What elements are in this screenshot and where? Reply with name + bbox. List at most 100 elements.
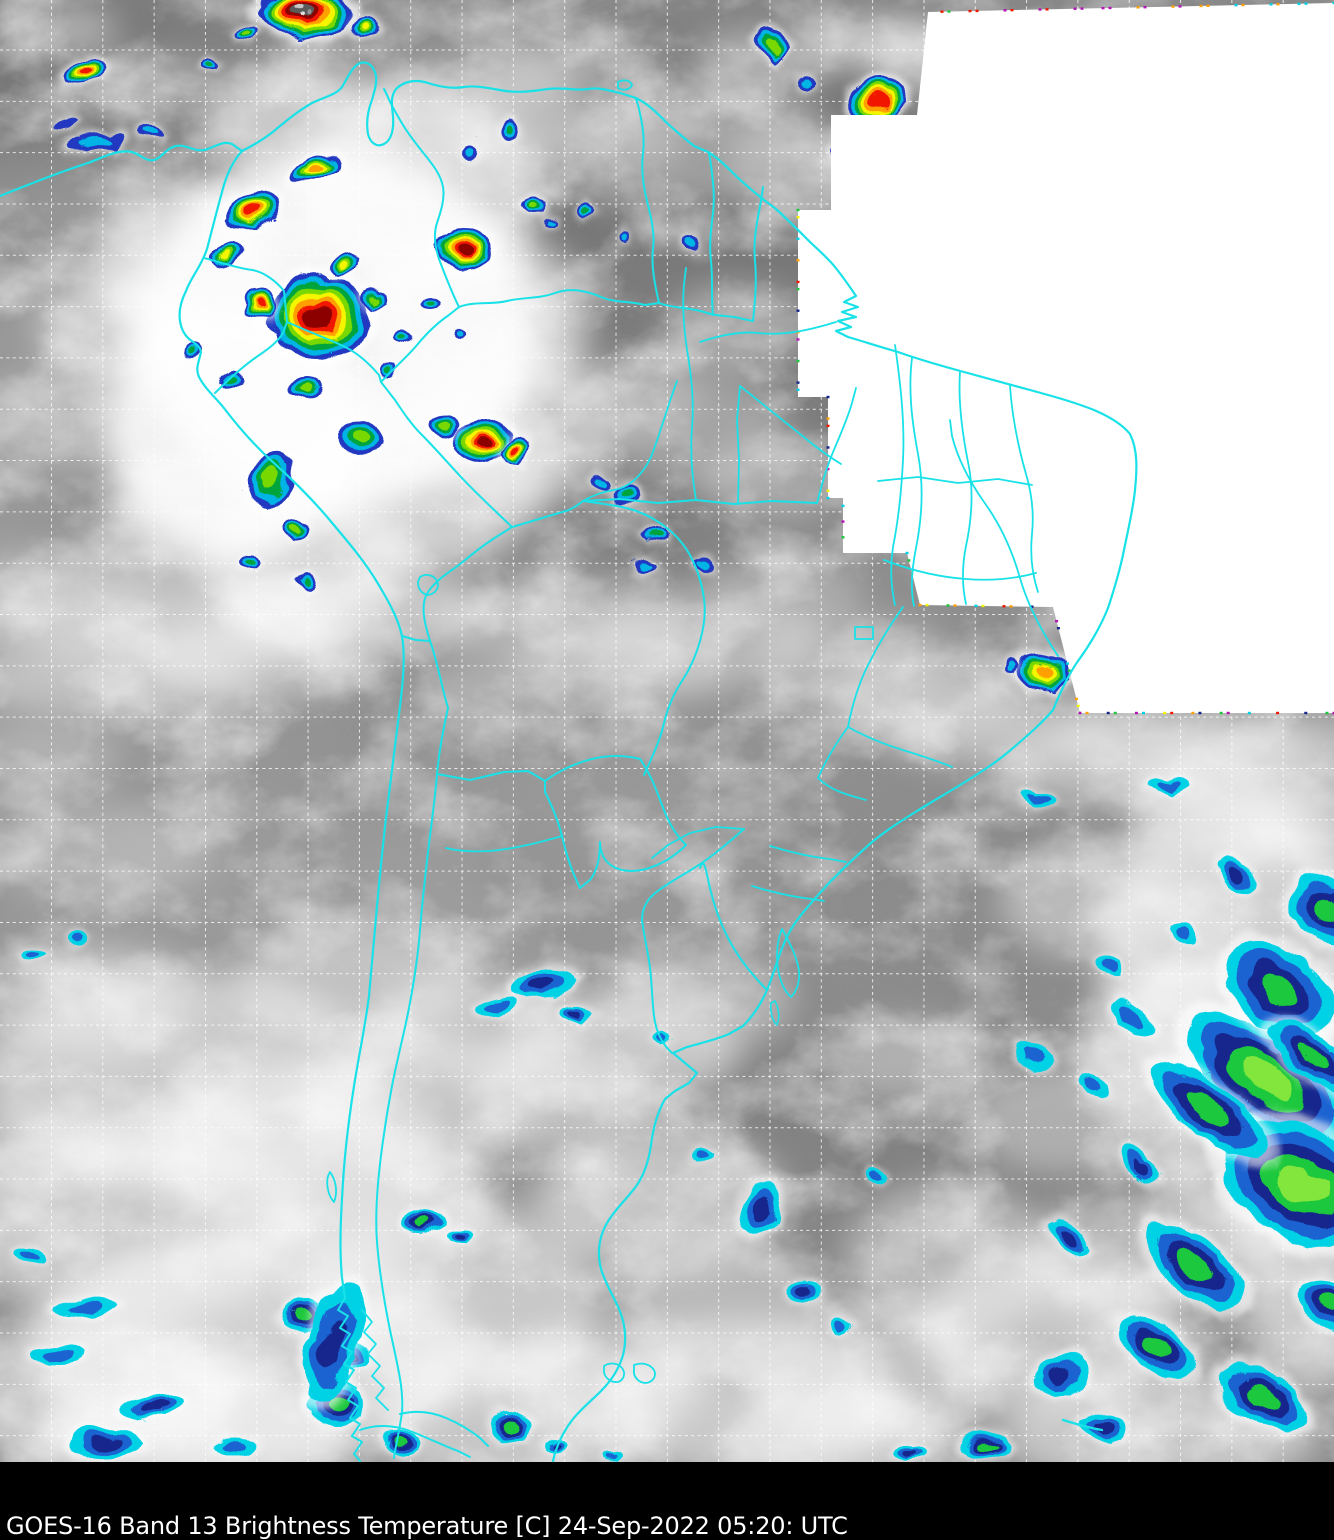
edge-speckle (796, 309, 800, 312)
storm-ring (37, 1344, 67, 1356)
storm-cell (396, 1201, 444, 1231)
edge-speckle (826, 496, 830, 500)
storm-ring (746, 1194, 766, 1218)
storm-cell (1277, 866, 1334, 944)
storm-cell (1139, 772, 1191, 792)
storm-cell (637, 520, 667, 540)
edge-speckle (1241, 3, 1245, 7)
state-line-saopaulo-parana (817, 726, 867, 801)
edge-speckle (826, 424, 830, 428)
storm-ring (1137, 1330, 1167, 1354)
edge-speckle (940, 10, 944, 13)
storm-cell (590, 470, 610, 486)
cloud-patch (0, 375, 150, 465)
storm-ring (260, 464, 276, 486)
storm-ring (546, 1438, 558, 1446)
overshooting-top-speckle (303, 7, 309, 13)
lagoa-mirim (769, 1000, 780, 1026)
storm-cell (1016, 786, 1054, 804)
storm-cell (731, 1173, 781, 1239)
storm-ring (526, 971, 554, 985)
edge-speckle (796, 287, 800, 291)
border-bolivia-argentina (436, 770, 546, 782)
edge-speckle (1009, 605, 1013, 608)
storm-cell (375, 360, 395, 376)
storm-ring (695, 1146, 705, 1154)
storm-cell (344, 10, 380, 34)
storm-cell (1210, 928, 1334, 1042)
storm-cell (841, 71, 909, 123)
border-paraguay-bolivia (544, 755, 641, 782)
storm-ring (1172, 923, 1188, 937)
storm-ring (694, 557, 706, 567)
storm-cell (446, 324, 464, 336)
storm-cell (202, 234, 248, 266)
storm-ring (1032, 662, 1048, 674)
state-line-rondonia (582, 380, 678, 502)
storm-cell (48, 114, 72, 126)
tierra-del-fuego-coast (399, 1410, 489, 1447)
strait-of-magellan (359, 1425, 471, 1458)
storm-ring (21, 948, 39, 956)
storm-cell (998, 654, 1018, 670)
cloud-patch (0, 802, 215, 898)
storm-cell (280, 150, 340, 184)
storm-ring (470, 432, 486, 444)
storm-cell (227, 21, 253, 39)
storm-ring (333, 258, 343, 266)
storm-ring (579, 202, 587, 210)
storm-ring (616, 227, 624, 233)
storm-cell (204, 1430, 256, 1454)
storm-cell (781, 1273, 819, 1299)
storm-ring (602, 1448, 614, 1456)
storm-cell (1039, 1210, 1091, 1254)
storm-cell (596, 1444, 620, 1460)
storm-cell (536, 1431, 568, 1453)
caption-background (0, 1462, 1334, 1540)
storm-ring (294, 380, 306, 390)
edge-speckle (1143, 5, 1147, 9)
edge-speckle (1332, 711, 1334, 715)
storm-cell (494, 434, 530, 464)
storm-ring (1171, 1246, 1209, 1278)
storm-cell (135, 124, 165, 140)
cloud-patch (0, 550, 160, 610)
storm-cell (1211, 854, 1253, 890)
storm-ring (393, 328, 403, 336)
storm-ring (1242, 1380, 1274, 1404)
storm-cell (63, 929, 87, 941)
storm-ring (497, 1416, 513, 1428)
border-ecuador-colombia (203, 257, 288, 323)
state-line-xingu (736, 385, 741, 505)
storm-cell (536, 212, 554, 224)
storm-ring (864, 1167, 876, 1177)
storm-ring (1003, 658, 1013, 666)
state-line-mato-grosso-diag (739, 385, 842, 465)
edge-speckle (1170, 711, 1174, 715)
storm-cell (455, 142, 475, 158)
storm-ring (50, 115, 70, 125)
edge-speckle (1010, 8, 1014, 12)
cloud-patch (265, 1135, 495, 1265)
border-argentina-brazil-uruguay-river (641, 828, 745, 1054)
storm-cell (502, 960, 578, 996)
storm-ring (1018, 1040, 1042, 1060)
edge-speckle (1142, 711, 1145, 715)
edge-speckle (1304, 711, 1308, 715)
storm-ring (1152, 777, 1178, 787)
fjords-2 (361, 1309, 389, 1411)
border-peru-colombia (286, 321, 382, 383)
cloud-patch (200, 60, 400, 180)
cloud-patch (40, 270, 200, 390)
edge-speckle (841, 520, 845, 523)
edge-speckle (796, 237, 800, 240)
cloud-patch (1215, 714, 1334, 770)
state-line-minas-west (847, 606, 904, 728)
storm-ring (898, 1446, 912, 1454)
edge-speckle (1038, 8, 1042, 11)
storm-cell (44, 1289, 120, 1315)
trinidad (617, 79, 633, 91)
edge-speckle (946, 604, 950, 607)
storm-cell (823, 1312, 849, 1332)
